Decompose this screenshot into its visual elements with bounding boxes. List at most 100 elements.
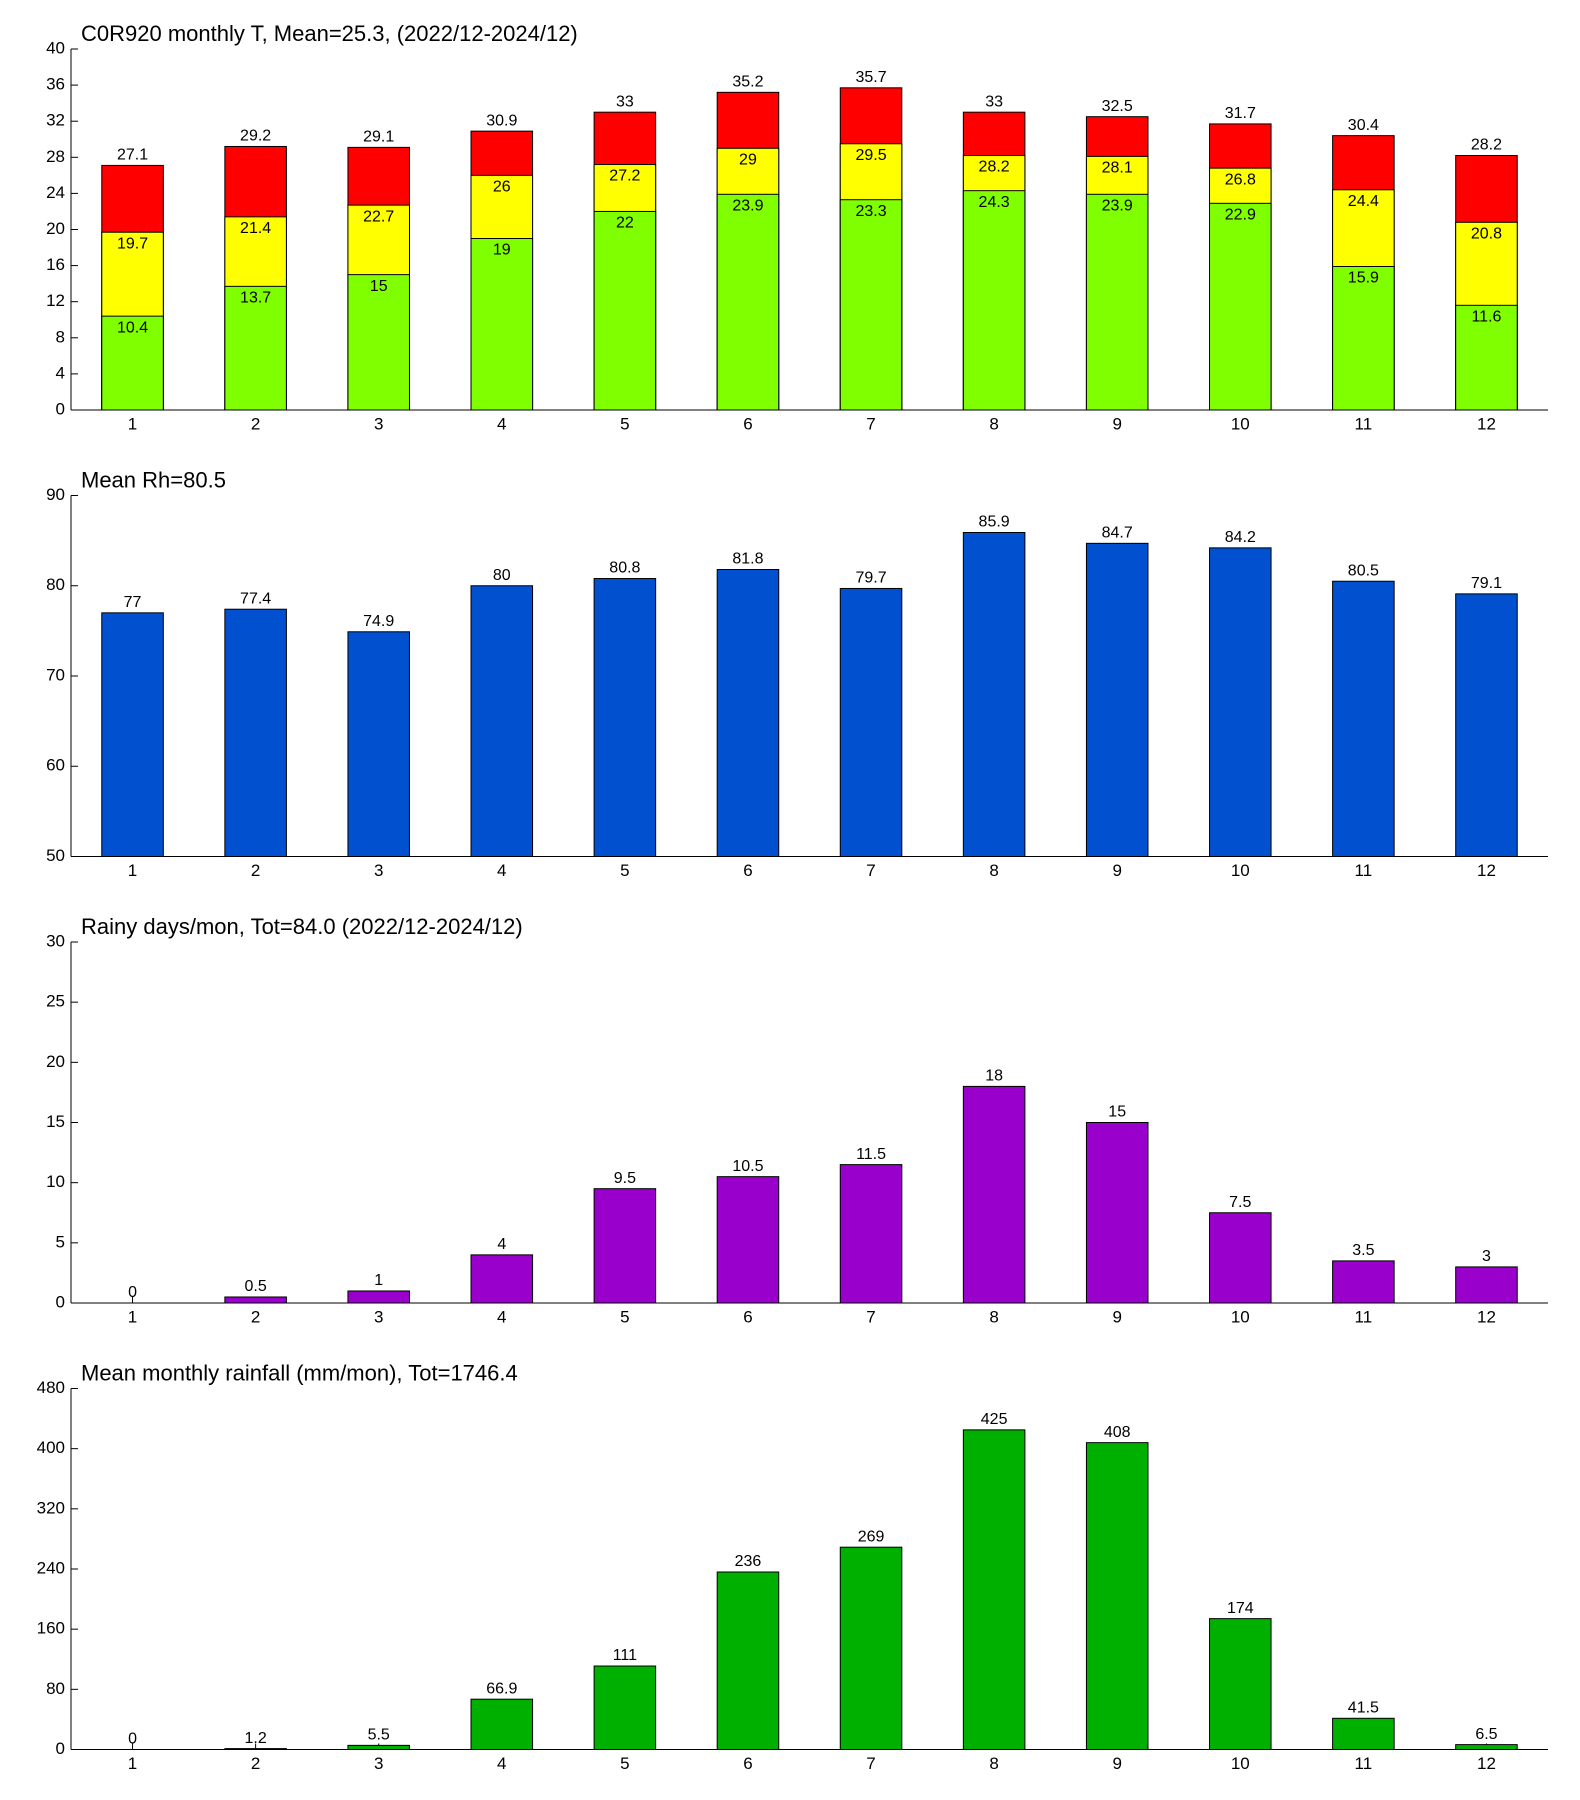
data-label: 33 bbox=[616, 93, 634, 110]
bar bbox=[716, 1176, 780, 1304]
data-label: 35.7 bbox=[855, 69, 886, 86]
data-label: 5.5 bbox=[368, 1727, 390, 1744]
y-tick-label: 16 bbox=[46, 255, 65, 274]
data-label: 7.5 bbox=[1229, 1194, 1251, 1211]
y-tick-label: 30 bbox=[46, 931, 65, 950]
data-label: 3 bbox=[1482, 1248, 1491, 1265]
chart-title: Rainy days/mon, Tot=84.0 (2022/12-2024/1… bbox=[81, 914, 523, 939]
bar bbox=[1085, 542, 1149, 858]
x-tick-label: 10 bbox=[1231, 1754, 1250, 1773]
bar bbox=[347, 1744, 410, 1750]
chart-title: Mean Rh=80.5 bbox=[81, 467, 226, 492]
data-label: 79.1 bbox=[1471, 575, 1502, 592]
bar bbox=[1209, 547, 1272, 857]
bar bbox=[593, 210, 657, 411]
x-tick-label: 1 bbox=[128, 1307, 137, 1326]
bar bbox=[101, 315, 164, 411]
data-label: 6.5 bbox=[1475, 1726, 1497, 1743]
bar bbox=[347, 274, 410, 411]
y-tick-label: 0 bbox=[56, 399, 65, 418]
data-label: 15 bbox=[1108, 1104, 1126, 1121]
y-tick-label: 70 bbox=[46, 665, 65, 684]
data-label: 24.4 bbox=[1348, 193, 1379, 210]
data-label: 29.5 bbox=[855, 147, 886, 164]
data-label: 20.8 bbox=[1471, 225, 1502, 242]
data-label: 26.8 bbox=[1225, 171, 1256, 188]
x-tick-label: 10 bbox=[1231, 861, 1250, 880]
x-tick-label: 10 bbox=[1231, 414, 1250, 433]
bar bbox=[839, 1546, 903, 1750]
bar bbox=[1332, 266, 1395, 411]
y-tick-label: 90 bbox=[46, 485, 65, 504]
x-tick-label: 7 bbox=[866, 861, 875, 880]
data-label: 80.8 bbox=[609, 560, 640, 577]
data-label: 28.2 bbox=[1471, 137, 1502, 154]
data-label: 19.7 bbox=[117, 235, 148, 252]
data-label: 13.7 bbox=[240, 290, 271, 307]
bar bbox=[1209, 1618, 1272, 1750]
y-tick-label: 80 bbox=[46, 1679, 65, 1698]
y-tick-label: 50 bbox=[46, 846, 65, 865]
bar bbox=[1085, 1442, 1149, 1751]
y-tick-label: 400 bbox=[37, 1438, 65, 1457]
bar bbox=[101, 612, 164, 858]
y-tick-label: 24 bbox=[46, 183, 65, 202]
y-tick-label: 60 bbox=[46, 756, 65, 775]
y-tick-label: 20 bbox=[46, 1052, 65, 1071]
y-tick-label: 240 bbox=[37, 1558, 65, 1577]
data-label: 27.1 bbox=[117, 147, 148, 164]
x-tick-label: 9 bbox=[1112, 1307, 1121, 1326]
bar bbox=[470, 1254, 534, 1304]
x-tick-label: 10 bbox=[1231, 1307, 1250, 1326]
data-label: 22.7 bbox=[363, 208, 394, 225]
bar bbox=[593, 1665, 657, 1751]
x-tick-label: 1 bbox=[128, 414, 137, 433]
bar bbox=[716, 193, 780, 411]
bar bbox=[839, 587, 903, 858]
data-label: 23.3 bbox=[855, 203, 886, 220]
y-tick-label: 0 bbox=[56, 1292, 65, 1311]
data-label: 0 bbox=[128, 1284, 137, 1301]
x-tick-label: 11 bbox=[1355, 1307, 1373, 1326]
bar bbox=[839, 1164, 903, 1304]
x-tick-label: 3 bbox=[374, 861, 383, 880]
data-label: 0 bbox=[128, 1731, 137, 1748]
data-label: 15 bbox=[370, 278, 388, 295]
data-label: 27.2 bbox=[609, 168, 640, 185]
bar bbox=[1085, 193, 1149, 411]
x-tick-label: 12 bbox=[1477, 1754, 1496, 1773]
data-label: 79.7 bbox=[855, 570, 886, 587]
x-tick-label: 6 bbox=[743, 861, 752, 880]
data-label: 22.9 bbox=[1225, 207, 1256, 224]
bar bbox=[839, 199, 903, 411]
x-tick-label: 5 bbox=[620, 861, 629, 880]
data-label: 21.4 bbox=[240, 220, 271, 237]
data-label: 174 bbox=[1227, 1600, 1254, 1617]
x-tick-label: 5 bbox=[620, 1307, 629, 1326]
x-tick-label: 8 bbox=[989, 414, 998, 433]
data-label: 23.9 bbox=[1102, 198, 1133, 215]
data-label: 1 bbox=[374, 1272, 383, 1289]
y-tick-label: 36 bbox=[46, 75, 65, 94]
chart-title: C0R920 monthly T, Mean=25.3, (2022/12-20… bbox=[81, 21, 578, 46]
data-label: 74.9 bbox=[363, 613, 394, 630]
data-label: 30.9 bbox=[486, 112, 517, 129]
bar bbox=[716, 1571, 780, 1750]
data-label: 30.4 bbox=[1348, 117, 1379, 134]
data-label: 11.5 bbox=[856, 1146, 886, 1163]
x-tick-label: 4 bbox=[497, 1307, 506, 1326]
bar bbox=[1209, 202, 1272, 411]
bar bbox=[470, 585, 534, 857]
bar bbox=[962, 1429, 1026, 1751]
y-tick-label: 5 bbox=[56, 1232, 65, 1251]
x-tick-label: 5 bbox=[620, 1754, 629, 1773]
data-label: 81.8 bbox=[732, 551, 763, 568]
x-tick-label: 2 bbox=[251, 414, 260, 433]
x-tick-label: 9 bbox=[1112, 414, 1121, 433]
data-label: 236 bbox=[735, 1553, 762, 1570]
data-label: 32.5 bbox=[1102, 98, 1133, 115]
x-tick-label: 7 bbox=[866, 1307, 875, 1326]
y-tick-label: 4 bbox=[56, 363, 65, 382]
